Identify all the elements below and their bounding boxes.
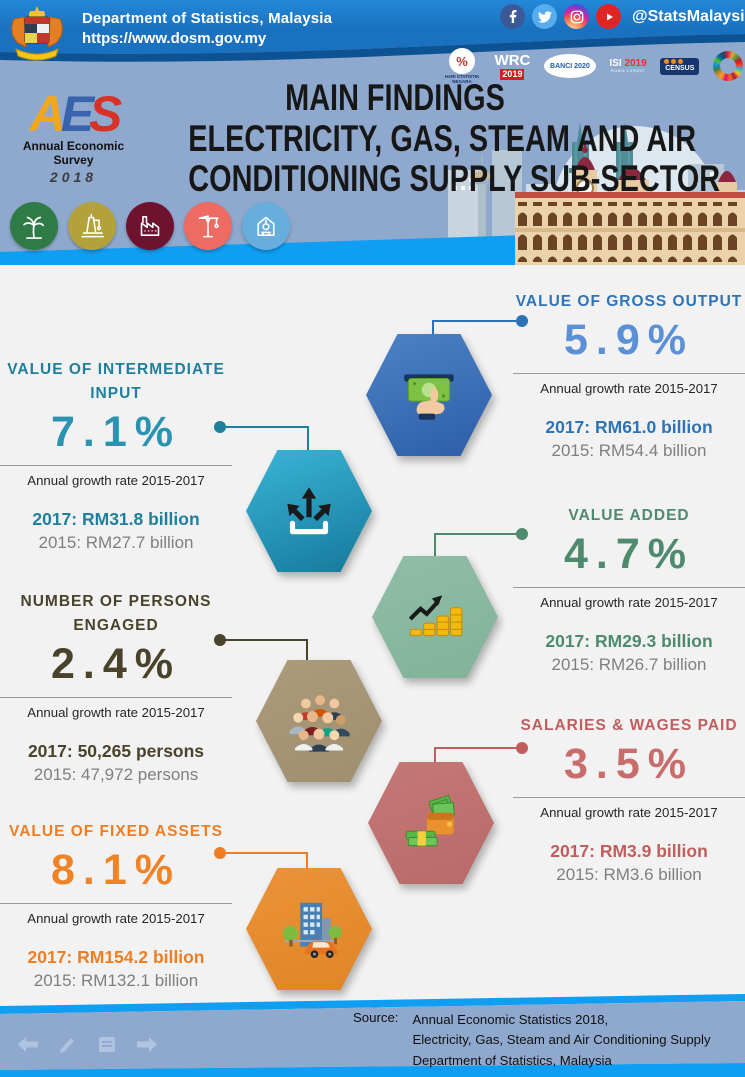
source-line-3: Department of Statistics, Malaysia bbox=[412, 1052, 612, 1068]
stat-percentage: 8.1% bbox=[50, 846, 181, 895]
stat-value-2015: 2015: RM3.6 billion bbox=[556, 865, 702, 885]
stat-caption: Annual growth rate 2015-2017 bbox=[540, 381, 718, 397]
stat-value-2015: 2015: 47,972 persons bbox=[33, 765, 199, 785]
twitter-icon[interactable] bbox=[532, 4, 557, 29]
stat-percentage: 2.4% bbox=[50, 640, 181, 689]
title-line-2: ELECTRICITY, GAS, STEAM AND AIR bbox=[188, 117, 697, 159]
stat-value-2017: 2017: RM61.0 billion bbox=[545, 417, 713, 438]
palm-tree-icon bbox=[10, 202, 58, 250]
forward-arrow-icon[interactable] bbox=[135, 1036, 157, 1053]
slide-nav-toolbar bbox=[18, 1036, 157, 1053]
stat-title: VALUE OF FIXED ASSETS bbox=[9, 823, 223, 840]
aes-year: 2018 bbox=[49, 169, 98, 185]
social-handle[interactable]: @StatsMalaysia bbox=[632, 7, 745, 25]
page-title: MAIN FINDINGS ELECTRICITY, GAS, STEAM AN… bbox=[130, 77, 721, 200]
divider bbox=[0, 903, 232, 905]
event-logos-row: % HARI STATISTIK NEGARA WRC 2019 BANCI 20… bbox=[443, 44, 743, 88]
title-line-1: MAIN FINDINGS bbox=[285, 77, 505, 118]
stat-percentage: 7.1% bbox=[50, 408, 181, 457]
source-line-2: Electricity, Gas, Steam and Air Conditio… bbox=[412, 1032, 711, 1048]
stat-title: NUMBER OF PERSONS ENGAGED bbox=[20, 593, 212, 635]
notes-icon[interactable] bbox=[96, 1036, 118, 1053]
aes-logo: AES Annual Economic Survey 2018 bbox=[6, 89, 141, 185]
title-line-3: CONDITIONING SUPPLY SUB-SECTOR bbox=[188, 158, 721, 200]
divider bbox=[513, 797, 745, 799]
distribution-arrows-icon bbox=[287, 487, 331, 535]
stat-fixed-assets: VALUE OF FIXED ASSETS 8.1% Annual growth… bbox=[0, 820, 232, 991]
org-name: Department of Statistics, Malaysia bbox=[82, 10, 333, 27]
stat-title: SALARIES & WAGES PAID bbox=[520, 717, 738, 734]
coins-growth-icon bbox=[408, 595, 463, 637]
hari-statistik-negara-logo: % HARI STATISTIK NEGARA bbox=[443, 48, 481, 84]
stat-value-2017: 2017: 50,265 persons bbox=[27, 741, 205, 762]
stat-title: VALUE OF GROSS OUTPUT bbox=[515, 293, 743, 310]
divider bbox=[513, 587, 745, 589]
hexagon-value-added bbox=[372, 556, 498, 678]
stat-caption: Annual growth rate 2015-2017 bbox=[540, 805, 718, 821]
stat-caption: Annual growth rate 2015-2017 bbox=[540, 595, 718, 611]
divider bbox=[0, 697, 232, 699]
stat-title: VALUE ADDED bbox=[568, 507, 690, 524]
sdg-wheel-logo bbox=[712, 51, 743, 81]
banci-2020-logo: BANCI 2020 bbox=[543, 54, 596, 78]
divider bbox=[0, 465, 232, 467]
isi-2019-logo: ISI 2019 Kuala Lumpur bbox=[609, 57, 647, 73]
hexagon-salaries-wages bbox=[368, 762, 494, 884]
source-label: Source: bbox=[353, 1010, 399, 1025]
sultan-abdul-samad-building bbox=[515, 142, 745, 265]
stat-caption: Annual growth rate 2015-2017 bbox=[27, 911, 205, 927]
hexagon-persons-engaged bbox=[256, 660, 382, 782]
footer-band bbox=[0, 994, 745, 1077]
youtube-icon[interactable] bbox=[596, 4, 621, 29]
wrc-2019-logo: WRC 2019 bbox=[494, 51, 531, 80]
stat-value-2017: 2017: RM31.8 billion bbox=[32, 509, 200, 530]
facebook-icon[interactable] bbox=[500, 4, 525, 29]
back-arrow-icon[interactable] bbox=[18, 1036, 40, 1053]
stat-value-2015: 2015: RM54.4 billion bbox=[551, 441, 707, 461]
org-url[interactable]: https://www.dosm.gov.my bbox=[82, 30, 267, 48]
stat-salaries-wages: SALARIES & WAGES PAID 3.5% Annual growth… bbox=[513, 714, 745, 885]
stat-value-2017: 2017: RM3.9 billion bbox=[550, 841, 708, 862]
stat-value-2015: 2015: RM27.7 billion bbox=[38, 533, 194, 553]
stat-percentage: 5.9% bbox=[563, 316, 694, 365]
instagram-icon[interactable] bbox=[564, 4, 589, 29]
social-row: @StatsMalaysia bbox=[500, 4, 745, 29]
stat-value-2017: 2017: RM154.2 billion bbox=[27, 947, 205, 968]
building-car-icon bbox=[282, 902, 342, 958]
stat-caption: Annual growth rate 2015-2017 bbox=[27, 705, 205, 721]
factory-icon bbox=[126, 202, 174, 250]
stat-caption: Annual growth rate 2015-2017 bbox=[27, 473, 205, 489]
stat-percentage: 3.5% bbox=[563, 740, 694, 789]
hexagon-intermediate-input bbox=[246, 450, 372, 572]
stat-value-2015: 2015: RM132.1 billion bbox=[33, 971, 199, 991]
hexagon-fixed-assets bbox=[246, 868, 372, 990]
stat-persons-engaged: NUMBER OF PERSONS ENGAGED 2.4% Annual gr… bbox=[0, 590, 232, 785]
stat-intermediate-input: VALUE OF INTERMEDIATE INPUT 7.1% Annual … bbox=[0, 358, 232, 553]
malaysia-coat-of-arms bbox=[11, 6, 63, 61]
gas-lamp-icon bbox=[242, 202, 290, 250]
pen-icon[interactable] bbox=[57, 1036, 79, 1053]
census-logo: CENSUS bbox=[660, 57, 700, 75]
source-line-1: Annual Economic Statistics 2018, bbox=[412, 1012, 609, 1027]
people-group-icon bbox=[289, 695, 350, 752]
aes-subtitle: Annual Economic Survey bbox=[22, 139, 125, 167]
cash-in-hand-icon bbox=[404, 374, 454, 420]
divider bbox=[513, 373, 745, 375]
stat-gross-output: VALUE OF GROSS OUTPUT 5.9% Annual growth… bbox=[513, 290, 745, 461]
oil-rig-icon bbox=[68, 202, 116, 250]
hexagon-gross-output bbox=[366, 334, 492, 456]
source-note: Source: Annual Economic Statistics 2018,… bbox=[353, 1010, 711, 1071]
crane-icon bbox=[184, 202, 232, 250]
stat-percentage: 4.7% bbox=[563, 530, 694, 579]
stat-value-2015: 2015: RM26.7 billion bbox=[551, 655, 707, 675]
sector-icons-row bbox=[10, 202, 290, 250]
header-swoosh bbox=[0, 30, 745, 62]
wallet-money-icon bbox=[405, 794, 455, 847]
stat-value-2017: 2017: RM29.3 billion bbox=[545, 631, 713, 652]
stat-value-added: VALUE ADDED 4.7% Annual growth rate 2015… bbox=[513, 504, 745, 675]
stat-title: VALUE OF INTERMEDIATE INPUT bbox=[7, 361, 225, 403]
